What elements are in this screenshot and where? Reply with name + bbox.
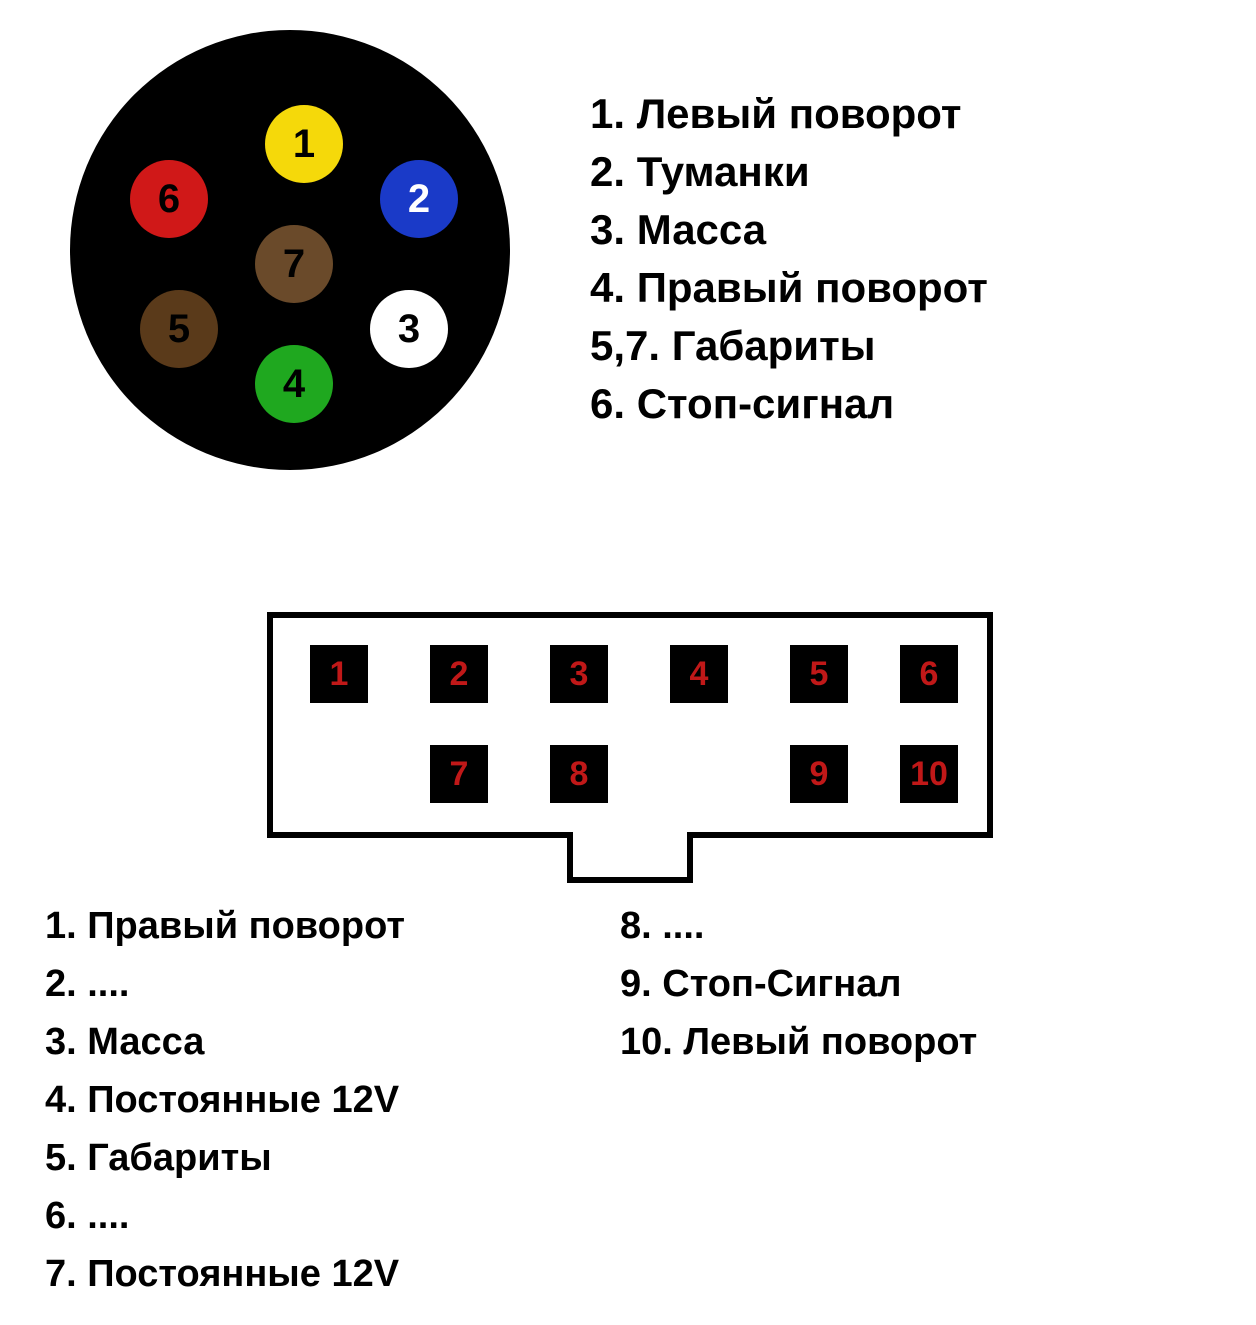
rect-legend-left-item: 6. .... xyxy=(45,1195,129,1238)
rect-pin-label: 5 xyxy=(810,655,829,694)
rect-pin-4: 4 xyxy=(670,645,728,703)
round-pin-label: 4 xyxy=(283,362,305,407)
round-pin-5: 5 xyxy=(140,290,218,368)
rect-pin-3: 3 xyxy=(550,645,608,703)
rect-pin-10: 10 xyxy=(900,745,958,803)
rect-legend-left-item: 5. Габариты xyxy=(45,1137,272,1180)
round-pin-4: 4 xyxy=(255,345,333,423)
rect-pin-label: 6 xyxy=(920,655,939,694)
rect-pin-2: 2 xyxy=(430,645,488,703)
rect-pin-label: 3 xyxy=(570,655,589,694)
round-pin-label: 3 xyxy=(398,307,420,352)
rect-pin-label: 7 xyxy=(450,755,469,794)
round-pin-label: 5 xyxy=(168,307,190,352)
round-pin-7: 7 xyxy=(255,225,333,303)
rect-legend-left-item: 3. Масса xyxy=(45,1021,204,1064)
rect-pin-label: 10 xyxy=(910,755,948,794)
round-pin-label: 2 xyxy=(408,177,430,222)
round-pin-3: 3 xyxy=(370,290,448,368)
rect-legend-left-item: 1. Правый поворот xyxy=(45,905,405,948)
rect-pin-6: 6 xyxy=(900,645,958,703)
round-pin-6: 6 xyxy=(130,160,208,238)
rect-pin-5: 5 xyxy=(790,645,848,703)
round-legend-item: 3. Масса xyxy=(590,206,766,254)
round-pin-label: 1 xyxy=(293,122,315,167)
rect-legend-left-item: 4. Постоянные 12V xyxy=(45,1079,399,1122)
rect-pin-label: 2 xyxy=(450,655,469,694)
rect-legend-left-item: 7. Постоянные 12V xyxy=(45,1253,399,1296)
round-pin-label: 7 xyxy=(283,242,305,287)
round-legend-item: 6. Стоп-сигнал xyxy=(590,380,894,428)
rect-legend-left-item: 2. .... xyxy=(45,963,129,1006)
rect-pin-label: 1 xyxy=(330,655,349,694)
round-legend-item: 2. Туманки xyxy=(590,148,810,196)
round-pin-2: 2 xyxy=(380,160,458,238)
rect-legend-right-item: 8. .... xyxy=(620,905,704,948)
rect-pin-7: 7 xyxy=(430,745,488,803)
round-legend-item: 1. Левый поворот xyxy=(590,90,961,138)
rect-pin-label: 8 xyxy=(570,755,589,794)
rect-pin-1: 1 xyxy=(310,645,368,703)
rect-pin-label: 4 xyxy=(690,655,709,694)
round-pin-label: 6 xyxy=(158,177,180,222)
rect-legend-right-item: 9. Стоп-Сигнал xyxy=(620,963,901,1006)
rect-pin-label: 9 xyxy=(810,755,829,794)
rect-pin-8: 8 xyxy=(550,745,608,803)
round-legend-item: 4. Правый поворот xyxy=(590,264,988,312)
rect-pin-9: 9 xyxy=(790,745,848,803)
round-legend-item: 5,7. Габариты xyxy=(590,322,876,370)
rect-legend-right-item: 10. Левый поворот xyxy=(620,1021,977,1064)
rect-connector xyxy=(260,605,1000,890)
round-pin-1: 1 xyxy=(265,105,343,183)
